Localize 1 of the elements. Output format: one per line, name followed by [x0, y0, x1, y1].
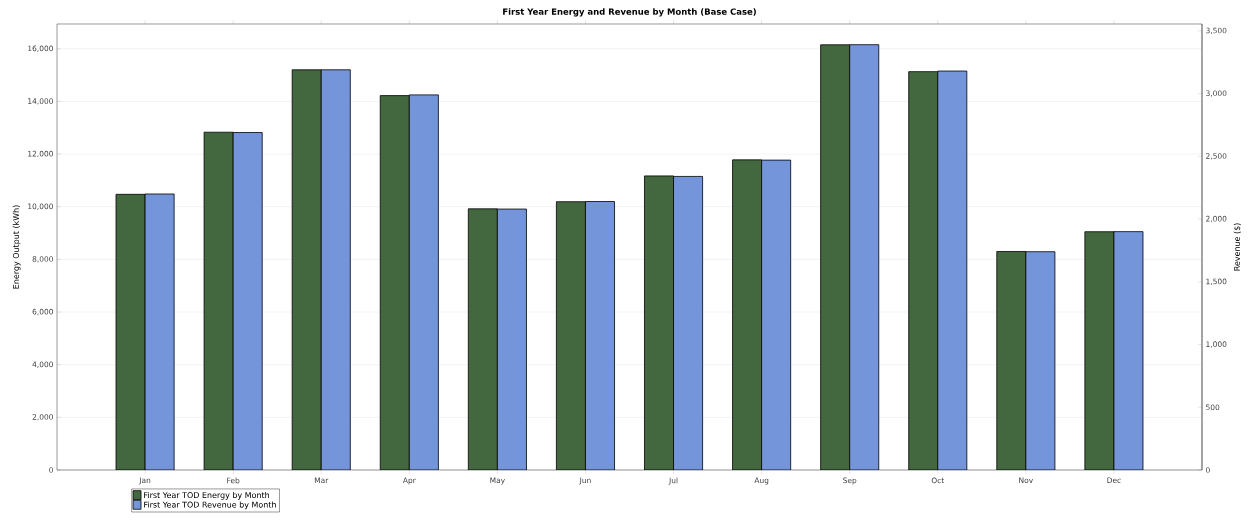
chart-title: First Year Energy and Revenue by Month (Base Case) [503, 8, 756, 17]
